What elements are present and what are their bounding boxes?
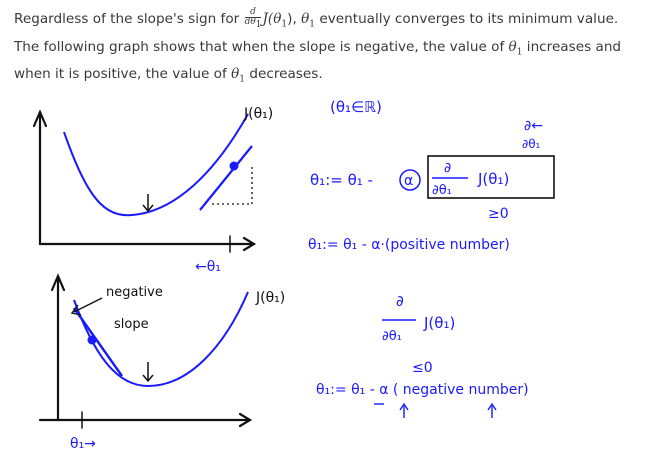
partial-denominator: ∂θ₁ [522, 137, 541, 151]
alpha-circle [399, 169, 421, 191]
theta-char-2: θ [508, 38, 517, 55]
bottom-point [87, 335, 97, 345]
theta-symbol-2: θ1 [508, 38, 523, 58]
update-rule-lhs: θ₁:= θ₁ - [310, 171, 373, 189]
derivative-fraction: d dθ1 [244, 8, 262, 30]
cost-function-sub: 1 [281, 19, 288, 30]
fraction-den-var: dθ [244, 17, 256, 28]
theta-sub: 1 [309, 19, 316, 30]
top-point [229, 161, 239, 171]
fraction-den-sub: 1 [255, 19, 262, 30]
top-tangent-line [199, 145, 253, 211]
top-axes [32, 109, 257, 253]
update-rule-negative: θ₁:= θ₁ - α ( negative number) [316, 382, 529, 398]
theta-symbol: θ1 [301, 11, 316, 30]
intro-paragraph: Regardless of the slope's sign for d dθ1 J… [14, 8, 639, 91]
top-x-label: ←θ₁ [195, 259, 221, 275]
bottom-y-label: J(θ₁) [255, 290, 285, 306]
top-dotted-guides [212, 166, 253, 205]
theta-sub-2: 1 [516, 47, 523, 58]
theta-sub-3: 1 [239, 75, 246, 86]
bottom-x-label: θ₁→ [70, 436, 96, 452]
box-numerator: ∂ [444, 160, 451, 176]
bottom-min-arrow-icon [142, 362, 154, 383]
underline-marks [374, 402, 497, 418]
top-cost-curve [63, 113, 249, 217]
intro-text-2: eventually converges to its minimum valu… [14, 11, 619, 55]
deriv-numerator: ∂ [396, 292, 404, 310]
leq-zero-note: ≤0 [412, 360, 433, 376]
bottom-cost-curve [73, 291, 249, 388]
deriv-denominator: ∂θ₁ [382, 329, 402, 344]
top-set-note: (θ₁∈ℝ) [330, 98, 382, 116]
box-denominator: ∂θ₁ [432, 183, 452, 198]
bottom-axes [38, 273, 253, 429]
gradient-descent-sketch: ←θ₁ J(θ₁) (θ₁∈ℝ) ∂← ∂θ₁ θ₁:= θ₁ - α ∂ ∂θ… [32, 98, 555, 452]
slope-pointer-arrow-icon [70, 297, 103, 316]
fraction-denominator: dθ1 [245, 18, 262, 30]
intro-text-1: Regardless of the slope's sign for [14, 11, 244, 27]
cost-function-close: ), [287, 11, 302, 27]
top-y-label: J(θ₁) [243, 106, 273, 122]
top-min-arrow-icon [142, 194, 154, 213]
update-rule-positive: θ₁:= θ₁ - α·(positive number) [308, 237, 510, 253]
geq-zero-note: ≥0 [488, 206, 509, 222]
slope-label: slope [114, 317, 149, 332]
box-cost-function: J(θ₁) [477, 170, 509, 188]
theta-symbol-3: θ1 [231, 66, 246, 86]
derivative-box [427, 155, 555, 199]
partial-symbol: ∂← [524, 118, 543, 134]
cost-function: J(θ1 [262, 11, 288, 30]
intro-text-3: increases and when it is positive, the v… [14, 38, 622, 83]
whiteboard-figure: ←θ₁ J(θ₁) (θ₁∈ℝ) ∂← ∂θ₁ θ₁:= θ₁ - α ∂ ∂θ… [12, 86, 644, 458]
cost-function-text: J(θ [262, 11, 282, 27]
theta-char: θ [301, 11, 310, 27]
alpha-symbol: α [404, 173, 413, 189]
deriv-cost-function: J(θ₁) [423, 314, 455, 332]
fraction-numerator: d [244, 8, 262, 19]
negative-label: negative [106, 285, 163, 300]
theta-char-3: θ [231, 66, 240, 83]
intro-text-4: decreases. [245, 66, 323, 83]
bottom-tangent-line [73, 307, 123, 377]
